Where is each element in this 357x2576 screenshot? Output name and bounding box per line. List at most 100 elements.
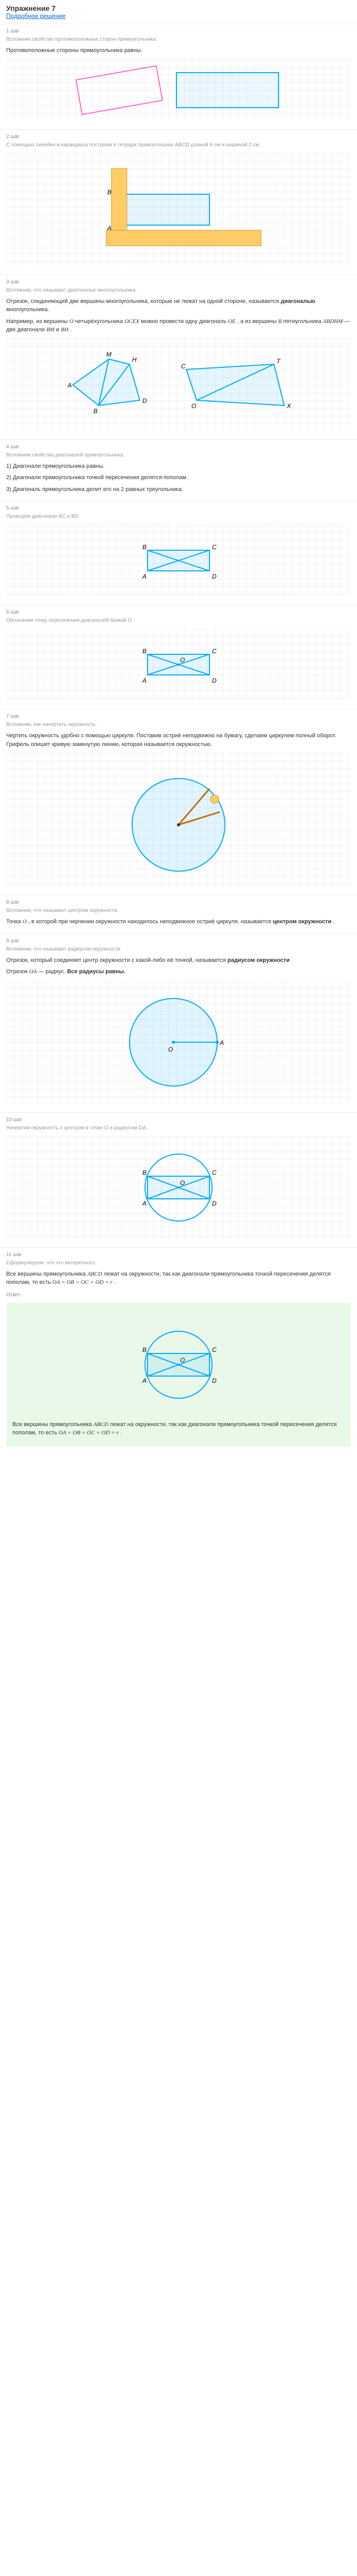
svg-text:D: D bbox=[212, 573, 217, 580]
svg-text:D: D bbox=[212, 1377, 217, 1384]
solution-link[interactable]: Подробное решение bbox=[6, 12, 66, 20]
hint-text: Вспомним, что называют диагональю многоу… bbox=[6, 287, 351, 294]
step-label: 7 шаг bbox=[6, 714, 351, 719]
list-number: 2) bbox=[6, 474, 11, 481]
step-label: 5 шаг bbox=[6, 505, 351, 511]
step-label: 4 шаг bbox=[6, 444, 351, 450]
list-item: 2) Диагонали прямоугольника точкой перес… bbox=[6, 473, 351, 482]
bold-term: диагональю bbox=[281, 298, 315, 304]
text-part: четырёхугольника bbox=[75, 318, 123, 325]
svg-text:B: B bbox=[107, 189, 111, 196]
exercise-title: Упражнение 7 bbox=[6, 4, 351, 12]
pentagon-figure: A B D H M bbox=[62, 349, 166, 421]
svg-text:O: O bbox=[180, 656, 185, 664]
body-text: Отрезок, который соединяет центр окружно… bbox=[6, 956, 351, 965]
svg-text:C: C bbox=[212, 1169, 217, 1176]
body-text: Отрезок, соединяющий две вершины многоуг… bbox=[6, 297, 351, 314]
compass-figure bbox=[111, 763, 246, 876]
svg-text:C: C bbox=[212, 544, 217, 551]
math-var: OE bbox=[228, 318, 236, 325]
figure-grid: A B C D O bbox=[6, 1136, 351, 1239]
step-11: 11 шаг Сформулируем, что это интересного… bbox=[0, 1247, 357, 1451]
body-text: Например, из вершины O четырёхугольника … bbox=[6, 317, 351, 334]
text-part: многоугольника. bbox=[6, 307, 49, 313]
body-text: Все вершины прямоугольника ABCD лежат на… bbox=[6, 1270, 351, 1287]
hint-text: Вспомним, как начертить окружность. bbox=[6, 721, 351, 728]
text-part: — радиус. bbox=[38, 969, 66, 975]
list-number: 3) bbox=[6, 486, 11, 493]
list-item: 3) Диагональ прямоугольника делит его на… bbox=[6, 485, 351, 494]
page-header: Упражнение 7 Подробное решение bbox=[0, 0, 357, 24]
rect-diag-figure: A B C D bbox=[127, 535, 230, 586]
hint-text: Вспомним свойство противоположных сторон… bbox=[6, 36, 351, 43]
svg-text:A: A bbox=[142, 1200, 147, 1207]
list-text: Диагонали прямоугольника точкой пересече… bbox=[13, 474, 188, 481]
step-5: 5 шаг Проведём диагонали AC и BD. A B C … bbox=[0, 501, 357, 605]
math-var: B bbox=[278, 318, 282, 325]
body-text: Точка O , в которой при черчении окружно… bbox=[6, 918, 351, 926]
svg-text:O: O bbox=[191, 402, 196, 410]
math-var: OA = OB = OC = OD = r bbox=[53, 1279, 112, 1285]
svg-text:A: A bbox=[219, 1039, 224, 1046]
final-figure: A B C D O bbox=[122, 1324, 235, 1406]
step-label: 11 шаг bbox=[6, 1252, 351, 1258]
list-text: Диагональ прямоугольника делит его на 2 … bbox=[13, 486, 183, 493]
step-label: 1 шаг bbox=[6, 28, 351, 34]
step-4: 4 шаг Вспомним свойства диагоналей прямо… bbox=[0, 439, 357, 501]
svg-text:T: T bbox=[277, 358, 281, 365]
step-label: 9 шаг bbox=[6, 938, 351, 944]
hint-text: Проведём диагонали AC и BD. bbox=[6, 513, 351, 520]
step-label: 2 шаг bbox=[6, 134, 351, 140]
text-part: и bbox=[56, 327, 59, 333]
ruler-figure: A B bbox=[75, 163, 282, 256]
final-text: Все вершины прямоугольника ABCD лежат на… bbox=[12, 1420, 345, 1437]
hint-text: Вспомним свойства диагоналей прямоугольн… bbox=[6, 452, 351, 459]
circle-rect-figure: A B C D O bbox=[122, 1146, 235, 1229]
svg-text:B: B bbox=[142, 1169, 147, 1176]
list-text: Диагонали прямоугольника равны. bbox=[13, 463, 105, 469]
step-label: 8 шаг bbox=[6, 900, 351, 905]
text-part: . bbox=[291, 957, 293, 963]
math-var: OA bbox=[29, 969, 37, 975]
figure-grid: A B D H M O C T X bbox=[6, 338, 351, 431]
svg-text:D: D bbox=[212, 677, 217, 684]
hint-text: Вспомним, что называют центром окружност… bbox=[6, 907, 351, 914]
text-part: пятиугольника bbox=[283, 318, 321, 325]
quad-figure: O C T X bbox=[181, 354, 295, 416]
rect-diag-o-figure: A B C D O bbox=[127, 639, 230, 690]
math-var: BH bbox=[61, 327, 69, 333]
step-3: 3 шаг Вспомним, что называют диагональю … bbox=[0, 275, 357, 439]
step-label: 10 шаг bbox=[6, 1117, 351, 1123]
body-text: Отрезок OA — радиус. Все радиусы равны. bbox=[6, 968, 351, 976]
text-part: . bbox=[114, 1279, 116, 1285]
figure-grid bbox=[6, 59, 351, 121]
math-var: O bbox=[69, 318, 73, 325]
body-text: Чертить окружность удобно с помощью цирк… bbox=[6, 732, 351, 749]
hint-text: Вспомним, что называют радиусом окружнос… bbox=[6, 946, 351, 953]
svg-text:X: X bbox=[286, 402, 291, 410]
pink-rectangle bbox=[75, 65, 163, 115]
math-var: O bbox=[23, 919, 27, 925]
step-2: 2 шаг С помощью линейки и карандаша пост… bbox=[0, 129, 357, 275]
text-part: . bbox=[333, 919, 334, 925]
svg-text:A: A bbox=[142, 573, 147, 580]
svg-text:B: B bbox=[93, 408, 98, 415]
svg-text:O: O bbox=[168, 1046, 173, 1053]
svg-text:M: M bbox=[106, 351, 111, 358]
answer-label: Ответ bbox=[6, 1292, 351, 1298]
svg-text:C: C bbox=[212, 1346, 217, 1353]
body-text: Противоположные стороны прямоугольника р… bbox=[6, 46, 351, 55]
hint-text: С помощью линейки и карандаша построим в… bbox=[6, 142, 351, 149]
text-part: , а из вершины bbox=[237, 318, 277, 325]
step-10: 10 шаг Начертим окружность с центром в т… bbox=[0, 1112, 357, 1247]
figure-grid: A B C D bbox=[6, 524, 351, 597]
text-part: можно провести одну диагональ bbox=[141, 318, 226, 325]
blue-rectangle bbox=[176, 72, 279, 108]
bold-term: Все радиусы равны. bbox=[67, 969, 125, 975]
svg-text:O: O bbox=[180, 1357, 185, 1364]
text-part: Отрезок, соединяющий две вершины многоуг… bbox=[6, 298, 279, 304]
text-part: Точка bbox=[6, 919, 21, 925]
svg-text:B: B bbox=[142, 648, 147, 655]
figure-grid: A B C D O bbox=[6, 629, 351, 701]
math-var: BM bbox=[46, 327, 55, 333]
